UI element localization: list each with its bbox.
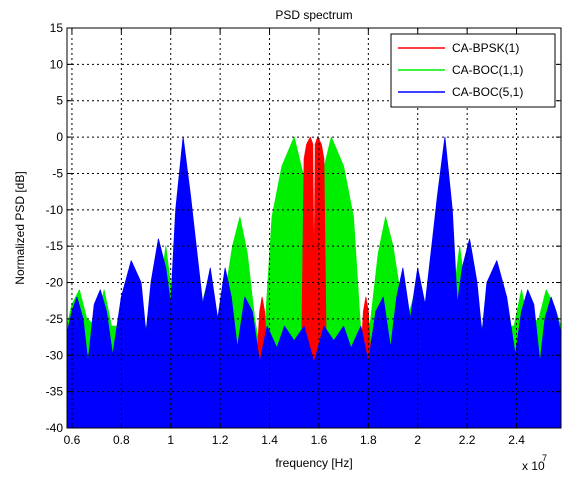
y-tick-label: 10: [50, 57, 64, 71]
y-tick-label: 15: [50, 21, 64, 35]
y-tick-label: -35: [46, 385, 64, 399]
legend-entries: CA-BPSK(1) CA-BOC(1,1) CA-BOC(5,1): [398, 41, 523, 99]
y-tick-label: 0: [56, 130, 63, 144]
x-tick-label: 2.2: [459, 433, 476, 447]
legend-label: CA-BOC(1,1): [452, 63, 523, 77]
y-tick-label: -5: [52, 166, 63, 180]
y-tick-label: -10: [46, 203, 64, 217]
x-tick-label: 1: [167, 433, 174, 447]
legend: CA-BPSK(1) CA-BOC(1,1) CA-BOC(5,1): [390, 33, 556, 108]
x-multiplier-exponent: 7: [542, 453, 547, 463]
y-axis-label: Normalized PSD [dB]: [13, 171, 27, 284]
x-axis-label: frequency [Hz]: [275, 456, 352, 470]
x-tick-label: 0.6: [64, 433, 81, 447]
chart-title: PSD spectrum: [275, 8, 352, 22]
x-tick-label: 1.8: [360, 433, 377, 447]
y-axis-ticks: 15 10 5 0 -5 -10 -15 -20 -25 -30 -35 -40: [46, 21, 561, 435]
x-tick-label: 2: [414, 433, 421, 447]
x-axis-ticks: 0.6 0.8 1 1.2 1.4 1.6 1.8 2 2.2 2.4: [64, 28, 525, 447]
y-tick-label: -15: [46, 239, 64, 253]
y-tick-label: -25: [46, 312, 64, 326]
x-tick-label: 1.4: [261, 433, 278, 447]
x-tick-label: 2.4: [508, 433, 525, 447]
x-tick-label: 0.8: [113, 433, 130, 447]
y-tick-label: -40: [46, 421, 64, 435]
legend-label: CA-BOC(5,1): [452, 85, 523, 99]
plot-frame: [66, 27, 562, 429]
y-tick-label: 5: [56, 94, 63, 108]
legend-label: CA-BPSK(1): [452, 41, 519, 55]
y-tick-label: -20: [46, 276, 64, 290]
x-tick-label: 1.6: [311, 433, 328, 447]
y-tick-label: -30: [46, 348, 64, 362]
x-multiplier: x 10 7: [522, 453, 547, 473]
x-multiplier-base: x 10: [522, 459, 545, 473]
x-tick-label: 1.2: [212, 433, 229, 447]
